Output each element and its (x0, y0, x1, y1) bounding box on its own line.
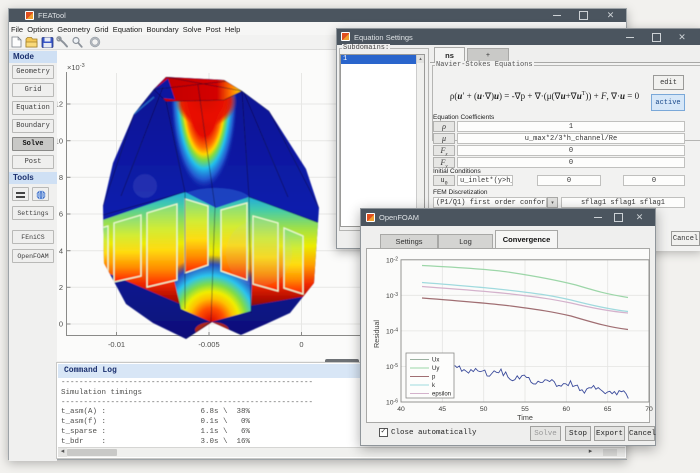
svg-text:10-3: 10-3 (386, 292, 398, 300)
svg-text:12: 12 (57, 100, 63, 109)
svg-text:10: 10 (57, 136, 63, 145)
svg-text:10-2: 10-2 (386, 256, 398, 264)
svg-text:6: 6 (59, 210, 63, 219)
svg-text:70: 70 (645, 406, 653, 413)
svg-text:Residual: Residual (372, 320, 381, 348)
svg-text:2: 2 (59, 283, 63, 292)
svg-text:×10-3: ×10-3 (67, 63, 85, 72)
svg-text:10-5: 10-5 (386, 363, 398, 371)
svg-text:Uy: Uy (432, 366, 439, 372)
svg-text:0: 0 (59, 320, 63, 329)
svg-text:10-6: 10-6 (386, 398, 398, 406)
svg-text:45: 45 (439, 406, 447, 413)
svg-text:8: 8 (59, 173, 63, 182)
svg-text:Ux: Ux (432, 358, 439, 364)
svg-text:50: 50 (480, 406, 488, 413)
svg-text:4: 4 (59, 246, 63, 255)
svg-text:p: p (432, 375, 436, 381)
svg-text:60: 60 (563, 406, 571, 413)
svg-text:40: 40 (397, 406, 405, 413)
svg-text:0: 0 (299, 340, 303, 349)
svg-text:k: k (432, 383, 436, 389)
svg-text:-0.01: -0.01 (108, 340, 125, 349)
svg-text:-0.005: -0.005 (198, 340, 219, 349)
svg-text:epsilon: epsilon (432, 392, 451, 398)
svg-text:Time: Time (517, 413, 533, 422)
svg-text:55: 55 (521, 406, 529, 413)
svg-text:65: 65 (604, 406, 612, 413)
svg-text:10-4: 10-4 (386, 327, 398, 335)
